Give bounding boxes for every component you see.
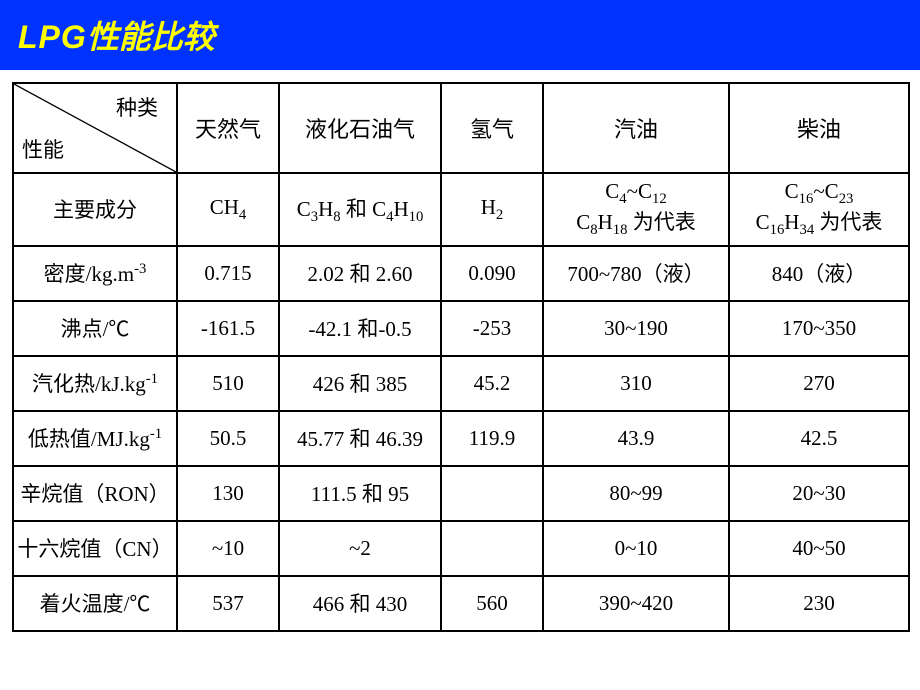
table-row: 着火温度/℃537466 和 430560390~420230 <box>13 576 909 631</box>
row-label: 辛烷值（RON） <box>13 466 177 521</box>
table-cell <box>441 466 543 521</box>
table-cell: CH4 <box>177 173 279 246</box>
table-cell: 119.9 <box>441 411 543 466</box>
table-row: 汽化热/kJ.kg-1510426 和 38545.2310270 <box>13 356 909 411</box>
table-cell: 840（液） <box>729 246 909 301</box>
column-header: 氢气 <box>441 83 543 173</box>
row-label: 十六烷值（CN） <box>13 521 177 576</box>
table-cell: 20~30 <box>729 466 909 521</box>
table-cell: 80~99 <box>543 466 729 521</box>
table-cell: 40~50 <box>729 521 909 576</box>
table-cell: 170~350 <box>729 301 909 356</box>
comparison-table: 种类 性能 天然气液化石油气氢气汽油柴油主要成分CH4C3H8 和 C4H10H… <box>12 82 910 632</box>
table-row: 沸点/℃-161.5-42.1 和-0.5-25330~190170~350 <box>13 301 909 356</box>
table-cell <box>441 521 543 576</box>
row-label: 沸点/℃ <box>13 301 177 356</box>
table-cell: 50.5 <box>177 411 279 466</box>
corner-label-bottom: 性能 <box>22 134 64 164</box>
table-cell: 30~190 <box>543 301 729 356</box>
corner-label-top: 种类 <box>116 92 158 122</box>
table-header-row: 种类 性能 天然气液化石油气氢气汽油柴油 <box>13 83 909 173</box>
table-row: 低热值/MJ.kg-150.545.77 和 46.39119.943.942.… <box>13 411 909 466</box>
table-cell: 0.090 <box>441 246 543 301</box>
row-label: 着火温度/℃ <box>13 576 177 631</box>
table-cell: 270 <box>729 356 909 411</box>
table-cell: 43.9 <box>543 411 729 466</box>
table-row: 主要成分CH4C3H8 和 C4H10H2C4~C12C8H18 为代表C16~… <box>13 173 909 246</box>
table-cell: 537 <box>177 576 279 631</box>
table-cell: 700~780（液） <box>543 246 729 301</box>
table-cell: 111.5 和 95 <box>279 466 441 521</box>
table-cell: 390~420 <box>543 576 729 631</box>
table-cell: 230 <box>729 576 909 631</box>
slide-title: LPG性能比较 <box>18 12 215 58</box>
table-cell: C16~C23C16H34 为代表 <box>729 173 909 246</box>
table-cell: C3H8 和 C4H10 <box>279 173 441 246</box>
row-label: 汽化热/kJ.kg-1 <box>13 356 177 411</box>
table-cell: 45.2 <box>441 356 543 411</box>
slide-header: LPG性能比较 <box>0 0 920 70</box>
table-container: 种类 性能 天然气液化石油气氢气汽油柴油主要成分CH4C3H8 和 C4H10H… <box>0 70 920 632</box>
column-header: 天然气 <box>177 83 279 173</box>
table-cell: 0.715 <box>177 246 279 301</box>
table-row: 十六烷值（CN）~10~2 0~1040~50 <box>13 521 909 576</box>
title-chinese: 性能比较 <box>87 19 215 55</box>
corner-cell: 种类 性能 <box>13 83 177 173</box>
table-cell: 0~10 <box>543 521 729 576</box>
table-row: 辛烷值（RON）130111.5 和 95 80~9920~30 <box>13 466 909 521</box>
column-header: 汽油 <box>543 83 729 173</box>
table-cell: 466 和 430 <box>279 576 441 631</box>
table-cell: ~10 <box>177 521 279 576</box>
table-cell: 45.77 和 46.39 <box>279 411 441 466</box>
table-cell: C4~C12C8H18 为代表 <box>543 173 729 246</box>
table-cell: 310 <box>543 356 729 411</box>
table-cell: 42.5 <box>729 411 909 466</box>
title-english: LPG <box>18 19 87 55</box>
table-cell: 510 <box>177 356 279 411</box>
row-label: 主要成分 <box>13 173 177 246</box>
table-cell: 130 <box>177 466 279 521</box>
table-row: 密度/kg.m-30.7152.02 和 2.600.090700~780（液）… <box>13 246 909 301</box>
table-cell: 2.02 和 2.60 <box>279 246 441 301</box>
table-cell: H2 <box>441 173 543 246</box>
table-cell: ~2 <box>279 521 441 576</box>
table-cell: -161.5 <box>177 301 279 356</box>
table-cell: 560 <box>441 576 543 631</box>
column-header: 液化石油气 <box>279 83 441 173</box>
row-label: 低热值/MJ.kg-1 <box>13 411 177 466</box>
table-cell: 426 和 385 <box>279 356 441 411</box>
table-cell: -42.1 和-0.5 <box>279 301 441 356</box>
row-label: 密度/kg.m-3 <box>13 246 177 301</box>
table-cell: -253 <box>441 301 543 356</box>
column-header: 柴油 <box>729 83 909 173</box>
